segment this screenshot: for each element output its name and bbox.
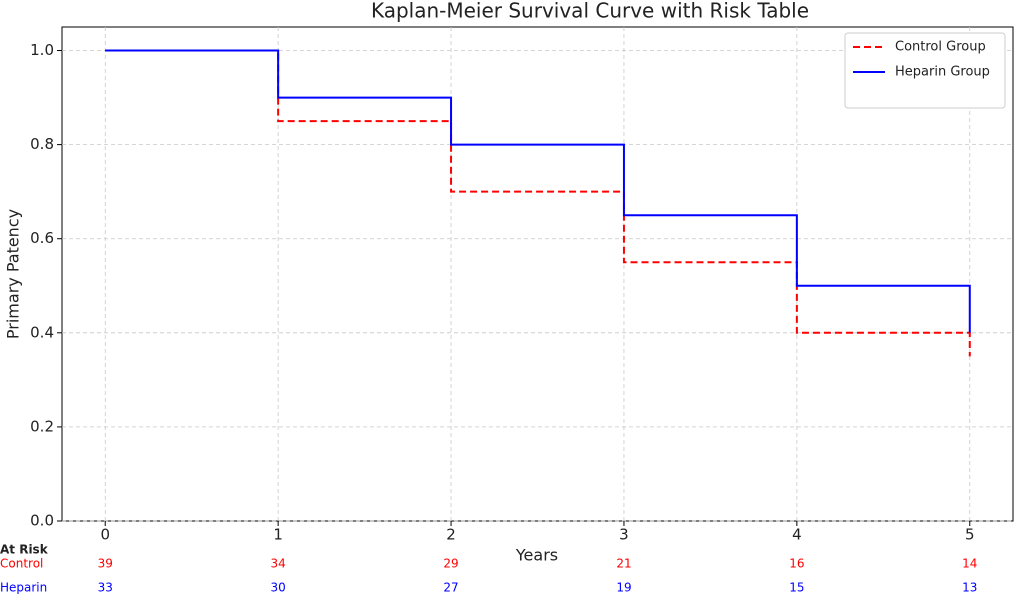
- risk-count: 39: [98, 557, 113, 571]
- chart-title: Kaplan-Meier Survival Curve with Risk Ta…: [371, 0, 809, 23]
- risk-count: 19: [616, 581, 631, 595]
- y-tick-label: 0.0: [30, 512, 54, 530]
- x-tick-label: 4: [792, 526, 802, 544]
- risk-count: 15: [789, 581, 804, 595]
- risk-count: 29: [443, 557, 458, 571]
- risk-count: 33: [98, 581, 113, 595]
- legend-box: [844, 32, 1006, 109]
- survival-curve: [105, 49, 971, 333]
- y-axis-label: Primary Patency: [4, 209, 23, 339]
- y-tick-label: 0.2: [30, 417, 54, 435]
- y-tick-label: 0.6: [30, 229, 54, 247]
- risk-count: 14: [962, 557, 977, 571]
- x-tick-label: 1: [273, 526, 283, 544]
- risk-row-label: Heparin: [0, 581, 47, 595]
- plot-frame: [61, 26, 1014, 522]
- survival-curve: [105, 49, 971, 357]
- y-tick-label: 0.4: [30, 323, 54, 341]
- risk-count: 27: [443, 581, 458, 595]
- legend-label: Control Group: [895, 40, 986, 55]
- x-tick-label: 3: [619, 526, 629, 544]
- risk-row-label: Control: [0, 557, 43, 571]
- y-tick-label: 0.8: [30, 135, 54, 153]
- risk-count: 30: [270, 581, 285, 595]
- x-axis-label: Years: [515, 546, 558, 565]
- risk-table-title: At Risk: [0, 543, 49, 557]
- x-tick-label: 5: [965, 526, 975, 544]
- y-tick-label: 1.0: [30, 41, 54, 59]
- risk-count: 34: [270, 557, 285, 571]
- risk-count: 21: [616, 557, 631, 571]
- x-tick-label: 2: [446, 526, 456, 544]
- risk-count: 13: [962, 581, 977, 595]
- x-tick-label: 0: [100, 526, 110, 544]
- risk-count: 16: [789, 557, 804, 571]
- legend-label: Heparin Group: [895, 65, 990, 80]
